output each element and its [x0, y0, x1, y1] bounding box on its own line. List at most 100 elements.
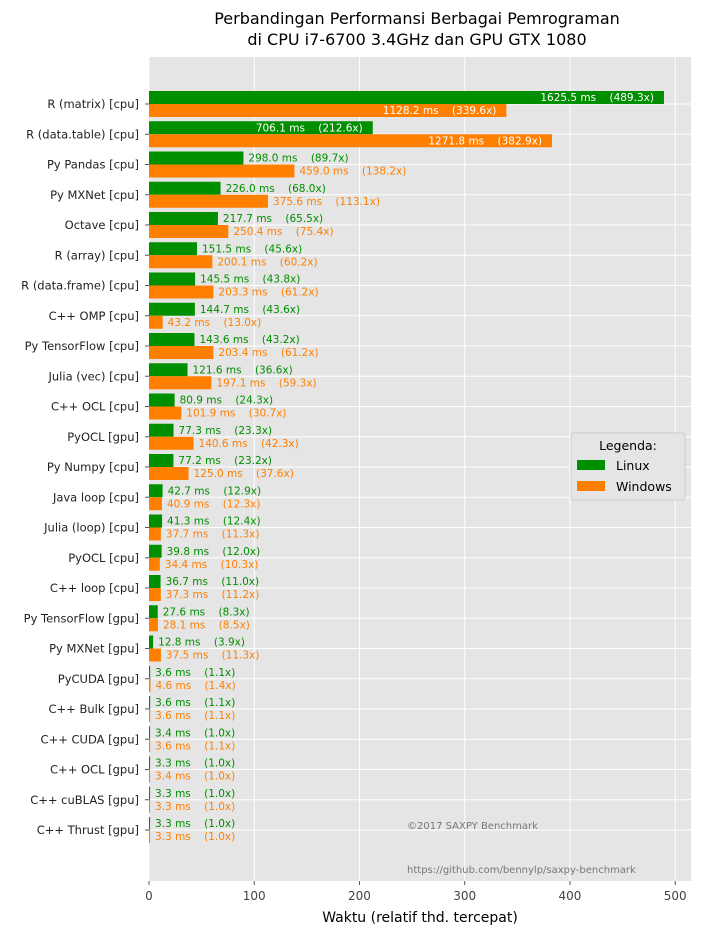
bar-label-windows: 1271.8 ms (382.9x) [428, 135, 542, 147]
bar-label-linux: 77.3 ms (23.3x) [179, 425, 273, 437]
bar-linux [149, 605, 158, 619]
y-tick-label: Py MXNet [gpu] [49, 642, 139, 656]
bar-linux [149, 121, 373, 135]
legend-label-windows: Windows [616, 479, 672, 494]
bar-windows [149, 225, 229, 238]
bar-label-linux: 77.2 ms (23.2x) [178, 455, 272, 467]
bar-label-linux: 144.7 ms (43.6x) [200, 304, 300, 316]
y-tick-label: C++ Thrust [gpu] [37, 823, 139, 837]
x-axis: 0 100 200 300 400 500 [145, 881, 687, 903]
bar-windows [149, 648, 161, 662]
y-tick-label: R (data.frame) [cpu] [21, 279, 139, 293]
bar-label-windows: 37.7 ms (11.3x) [166, 529, 260, 541]
bar-windows [149, 164, 295, 178]
bar-label-windows: 34.4 ms (10.3x) [165, 559, 259, 571]
bar-windows [149, 557, 160, 571]
bar-label-windows: 37.3 ms (11.2x) [166, 589, 260, 601]
bar-label-linux: 298.0 ms (89.7x) [248, 153, 348, 165]
bar-linux [149, 302, 195, 316]
bar-linux [149, 817, 151, 830]
bar-linux [149, 786, 151, 800]
bar-windows [149, 527, 161, 541]
bar-linux [149, 484, 163, 498]
bar-linux [149, 393, 175, 407]
y-tick-label: C++ OCL [cpu] [51, 400, 139, 414]
bar-label-linux: 3.3 ms (1.0x) [155, 788, 235, 800]
bar-label-linux: 39.8 ms (12.0x) [167, 546, 261, 558]
bar-label-windows: 37.5 ms (11.3x) [166, 650, 260, 662]
bar-windows [149, 134, 552, 148]
bar-linux [149, 212, 218, 225]
bar-label-linux: 143.6 ms (43.2x) [199, 334, 299, 346]
y-tick-label: Py Pandas [cpu] [47, 158, 139, 172]
bar-windows [149, 497, 162, 511]
y-tick-label: Julia (vec) [cpu] [48, 369, 140, 383]
y-tick-label: C++ Bulk [gpu] [48, 702, 139, 716]
bar-windows [149, 618, 158, 632]
x-tick-label: 500 [664, 889, 687, 903]
bar-linux [149, 333, 195, 346]
bar-label-windows: 28.1 ms (8.5x) [163, 619, 250, 631]
y-tick-label: R (data.table) [cpu] [26, 127, 139, 141]
bar-label-windows: 197.1 ms (59.3x) [216, 377, 316, 389]
bar-windows [149, 588, 161, 601]
bar-label-windows: 3.6 ms (1.1x) [155, 740, 235, 752]
bar-label-linux: 217.7 ms (65.5x) [223, 213, 323, 225]
x-tick-label: 100 [243, 889, 266, 903]
bars [149, 91, 664, 843]
bar-windows [149, 104, 507, 117]
y-tick-label: C++ OCL [gpu] [50, 763, 139, 777]
bar-windows [149, 285, 214, 299]
bar-label-linux: 121.6 ms (36.6x) [193, 364, 293, 376]
bar-label-linux: 145.5 ms (43.8x) [200, 274, 300, 286]
bar-label-windows: 140.6 ms (42.3x) [199, 438, 299, 450]
bar-linux [149, 665, 151, 679]
bar-label-windows: 203.4 ms (61.2x) [218, 347, 318, 359]
bar-label-windows: 3.3 ms (1.0x) [155, 831, 235, 843]
x-tick-label: 0 [145, 889, 153, 903]
y-tick-label: Py Numpy [cpu] [47, 460, 139, 474]
bar-label-linux: 41.3 ms (12.4x) [167, 516, 261, 528]
legend-title: Legenda: [599, 438, 657, 453]
y-tick-label: R (matrix) [cpu] [47, 97, 139, 111]
y-tick-label: PyOCL [cpu] [68, 551, 139, 565]
bar-label-linux: 1625.5 ms (489.3x) [540, 92, 654, 104]
y-tick-label: C++ CUDA [gpu] [41, 732, 139, 746]
bar-label-linux: 36.7 ms (11.0x) [166, 576, 260, 588]
bar-label-linux: 12.8 ms (3.9x) [158, 637, 245, 649]
y-tick-label: Julia (loop) [cpu] [43, 521, 139, 535]
y-tick-label: Java loop [cpu] [52, 490, 139, 504]
bar-label-windows: 101.9 ms (30.7x) [186, 408, 286, 420]
bar-windows [149, 739, 151, 753]
bar-label-linux: 226.0 ms (68.0x) [226, 183, 326, 195]
bar-windows [149, 769, 151, 783]
y-tick-label: C++ OMP [cpu] [49, 309, 139, 323]
bar-linux [149, 181, 221, 195]
bar-windows [149, 315, 163, 329]
bar-windows [149, 406, 182, 420]
bar-windows [149, 376, 212, 390]
legend-label-linux: Linux [616, 458, 650, 473]
bar-windows [149, 436, 194, 450]
bar-label-linux: 3.3 ms (1.0x) [155, 758, 235, 770]
bar-label-windows: 375.6 ms (113.1x) [273, 196, 380, 208]
bar-label-windows: 203.3 ms (61.2x) [218, 287, 318, 299]
bar-label-windows: 3.6 ms (1.1x) [155, 710, 235, 722]
bar-label-windows: 125.0 ms (37.6x) [194, 468, 294, 480]
bar-label-linux: 3.3 ms (1.0x) [155, 818, 235, 830]
bar-label-windows: 40.9 ms (12.3x) [167, 498, 261, 510]
data-labels: 1625.5 ms (489.3x) 706.1 ms (212.6x) 298.0… [155, 92, 654, 843]
bar-linux [149, 726, 151, 740]
y-tick-label: Py TensorFlow [gpu] [24, 611, 139, 625]
bar-linux [149, 423, 174, 437]
x-tick-label: 300 [453, 889, 476, 903]
bar-linux [149, 151, 244, 165]
y-tick-label: Octave [cpu] [65, 218, 139, 232]
chart-title-line-1: Perbandingan Performansi Berbagai Pemrog… [214, 9, 620, 28]
bar-windows [149, 799, 151, 813]
y-tick-label: C++ cuBLAS [gpu] [30, 793, 139, 807]
bar-windows [149, 678, 151, 692]
chart-title-line-2: di CPU i7-6700 3.4GHz dan GPU GTX 1080 [247, 30, 586, 49]
bar-label-linux: 27.6 ms (8.3x) [163, 606, 250, 618]
